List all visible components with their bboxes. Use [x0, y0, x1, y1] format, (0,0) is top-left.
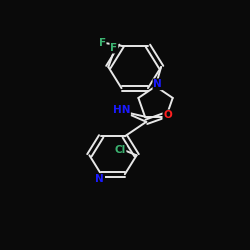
Text: N: N [154, 79, 162, 89]
Text: Cl: Cl [114, 145, 126, 155]
Text: HN: HN [112, 105, 130, 115]
Text: N: N [96, 174, 104, 184]
Text: F: F [110, 43, 118, 53]
Text: O: O [163, 110, 172, 120]
Text: F: F [98, 38, 106, 48]
